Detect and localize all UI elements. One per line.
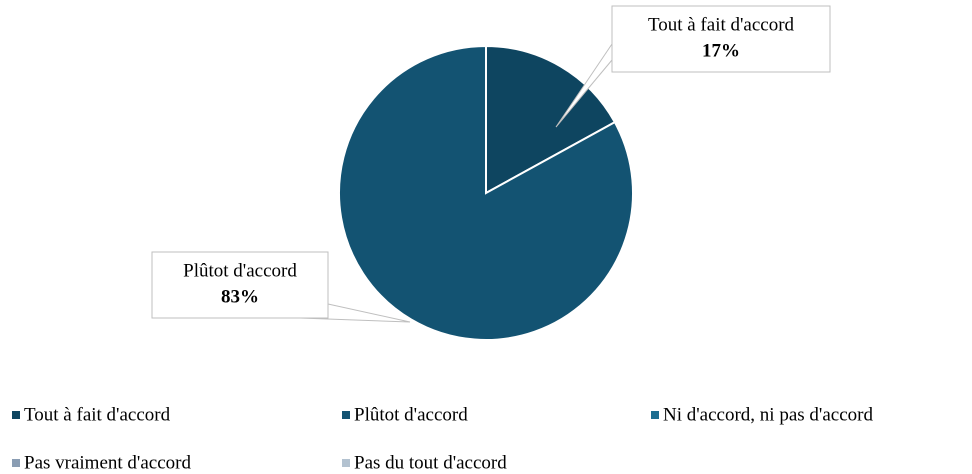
callout-leader: [555, 43, 613, 128]
legend-swatch: [12, 411, 20, 419]
data-label-name: Plûtot d'accord: [183, 260, 297, 281]
legend-swatch: [342, 411, 350, 419]
legend-swatch: [12, 459, 20, 467]
data-label-value: 17%: [702, 40, 740, 61]
data-label-name: Tout à fait d'accord: [648, 14, 795, 35]
pie-slice: [485, 44, 617, 195]
legend-label: Pas vraiment d'accord: [24, 452, 191, 473]
callout-box: [151, 251, 329, 319]
legend-label: Pas du tout d'accord: [354, 452, 507, 473]
legend-swatch: [651, 411, 659, 419]
legend-label: Tout à fait d'accord: [24, 404, 171, 425]
legend-label: Plûtot d'accord: [354, 404, 468, 425]
pie-slice: [338, 44, 634, 341]
legend-swatch: [342, 459, 350, 467]
callout-box: [611, 5, 831, 73]
data-label-value: 83%: [221, 286, 259, 307]
legend-label: Ni d'accord, ni pas d'accord: [663, 404, 873, 425]
